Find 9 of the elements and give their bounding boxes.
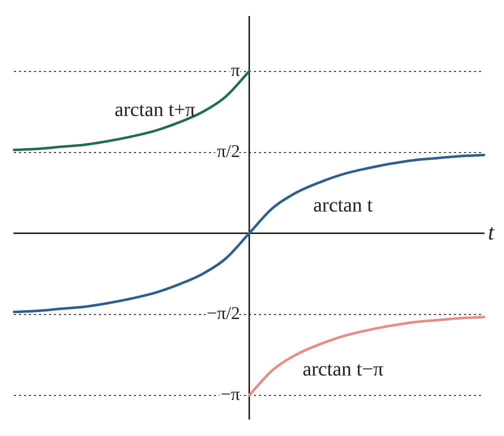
y-tick-label: π (230, 60, 240, 80)
x-axis-title: t (488, 219, 495, 244)
line-series (248, 316, 486, 397)
y-tick-label: −π (220, 384, 240, 404)
series-label: arctan t−π (302, 358, 384, 380)
series-label: arctan t+π (114, 99, 196, 122)
y-tick-label: −π/2 (206, 303, 240, 324)
y-tick-label: π/2 (216, 141, 240, 162)
series-label: arctan t (313, 194, 374, 216)
